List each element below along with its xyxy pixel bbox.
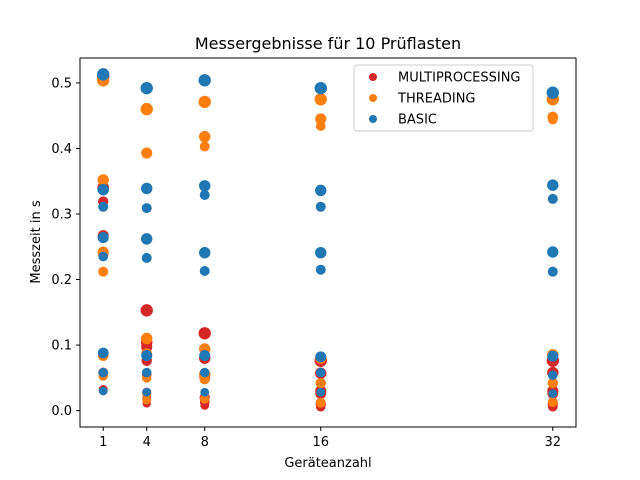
data-point: [140, 81, 153, 95]
data-point: [198, 327, 211, 340]
data-point: [315, 246, 327, 259]
legend-marker: [369, 115, 377, 123]
data-point: [98, 251, 109, 262]
data-point: [314, 81, 327, 95]
data-point: [140, 102, 153, 116]
legend-label: MULTIPROCESSING: [398, 71, 521, 86]
x-tick-label: 32: [545, 435, 562, 450]
data-point: [199, 180, 211, 192]
y-axis-label: Messzeit in s: [29, 200, 44, 283]
x-tick-label: 16: [312, 435, 329, 450]
data-point: [199, 246, 211, 259]
data-point: [98, 367, 109, 378]
data-point: [315, 201, 326, 212]
data-point: [315, 184, 327, 197]
data-point: [547, 179, 559, 191]
data-point: [547, 246, 559, 258]
data-point: [98, 201, 109, 212]
plot-frame: [79, 57, 577, 428]
data-point: [199, 367, 210, 378]
data-point: [546, 86, 559, 99]
data-point: [198, 74, 211, 87]
data-point: [141, 367, 152, 378]
data-point: [141, 252, 152, 263]
y-tick-label: 0.0: [51, 404, 72, 419]
chart-title: Messergebnisse für 10 Prüflasten: [195, 34, 461, 53]
y-tick-label: 0.4: [51, 142, 72, 157]
y-tick-label: 0.3: [51, 207, 72, 222]
data-point: [141, 147, 153, 159]
data-point: [199, 350, 211, 362]
data-point: [140, 332, 153, 345]
x-axis-label: Geräteanzahl: [284, 456, 371, 471]
data-point: [199, 189, 210, 200]
data-point: [97, 347, 109, 359]
data-point: [140, 233, 153, 245]
data-point: [200, 400, 210, 410]
data-point: [140, 304, 153, 317]
data-point: [142, 387, 152, 397]
x-tick-label: 4: [143, 435, 151, 450]
data-point: [547, 114, 558, 125]
data-point: [547, 266, 558, 277]
data-point: [315, 351, 327, 363]
data-point: [97, 174, 109, 186]
legend-box: [353, 64, 534, 132]
data-point: [140, 182, 153, 195]
data-point: [315, 397, 326, 408]
plot-area: [97, 68, 559, 412]
data-point: [199, 394, 210, 404]
legend-marker: [369, 94, 377, 102]
legend-label: BASIC: [398, 113, 437, 128]
data-point: [97, 232, 109, 244]
data-point: [316, 387, 326, 397]
data-point: [141, 203, 152, 214]
data-point: [315, 377, 326, 389]
data-point: [548, 389, 558, 398]
data-point: [547, 397, 558, 408]
data-point: [198, 95, 211, 109]
series-basic: [97, 68, 559, 398]
data-point: [199, 141, 210, 152]
legend-marker: [369, 73, 377, 81]
data-point: [141, 350, 153, 362]
data-point: [315, 113, 327, 125]
data-point: [547, 350, 559, 362]
x-axis: 1 4 8 16 32: [99, 427, 561, 450]
legend: MULTIPROCESSING THREADING BASIC: [353, 64, 534, 132]
data-point: [315, 367, 326, 378]
data-point: [547, 377, 558, 389]
y-tick-label: 0.2: [51, 273, 72, 288]
data-point: [142, 395, 152, 405]
data-point: [547, 193, 558, 204]
y-tick-label: 0.1: [51, 339, 72, 354]
data-point: [314, 93, 327, 106]
x-tick-label: 1: [99, 435, 107, 450]
data-point: [200, 387, 210, 397]
data-point: [98, 266, 109, 277]
legend-label: THREADING: [397, 92, 476, 107]
x-tick-label: 8: [201, 435, 209, 450]
data-point: [98, 386, 108, 396]
data-point: [315, 121, 326, 131]
data-point: [315, 264, 326, 275]
data-point: [199, 266, 210, 277]
data-point: [97, 68, 110, 81]
data-point: [199, 130, 211, 143]
y-axis: 0.0 0.1 0.2 0.3 0.4 0.5: [51, 76, 80, 419]
data-point: [547, 370, 558, 381]
data-point: [97, 184, 109, 196]
y-tick-label: 0.5: [51, 76, 72, 91]
